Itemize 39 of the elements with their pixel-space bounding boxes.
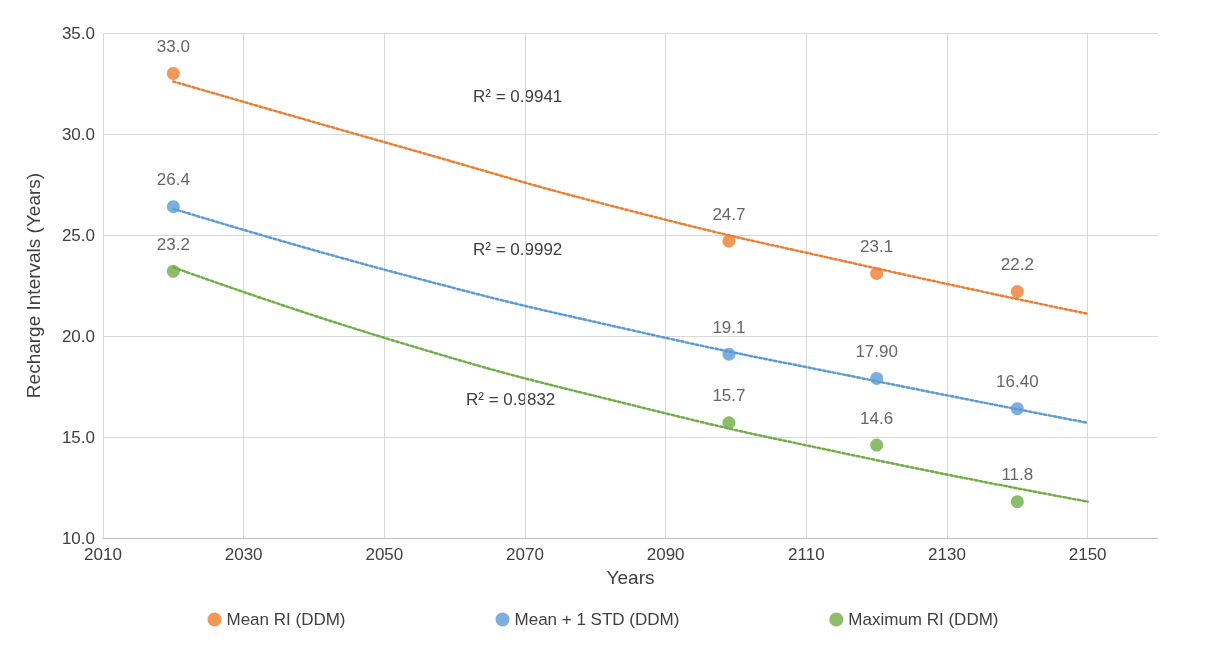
data-label: 16.40 bbox=[996, 372, 1039, 392]
data-label: 17.90 bbox=[855, 341, 898, 361]
annotation: R² = 0.9992 bbox=[473, 240, 563, 259]
legend-label: Mean RI (DDM) bbox=[226, 610, 346, 629]
x-tick-label: 2150 bbox=[1068, 545, 1107, 564]
data-label: 23.2 bbox=[156, 234, 190, 254]
point bbox=[166, 66, 180, 80]
y-tick-label: 20.0 bbox=[61, 326, 95, 346]
legend-label: Maximum RI (DDM) bbox=[848, 610, 999, 629]
data-label: 11.8 bbox=[1001, 465, 1034, 485]
data-label: 22.2 bbox=[1000, 255, 1034, 275]
data-label: 19.1 bbox=[712, 317, 746, 337]
data-label: 26.4 bbox=[156, 170, 190, 190]
data-label: 33.0 bbox=[156, 36, 190, 56]
x-tick-label: 2070 bbox=[506, 545, 544, 564]
point bbox=[166, 200, 180, 214]
annotation: R² = 0.9941 bbox=[473, 87, 563, 106]
x-tick-label: 2010 bbox=[84, 545, 122, 564]
x-tick-label: 2050 bbox=[365, 545, 404, 564]
annotation: R² = 0.9832 bbox=[466, 390, 556, 409]
x-tick-label: 2030 bbox=[224, 545, 263, 564]
x-tick-label: 2110 bbox=[788, 545, 825, 564]
y-tick-label: 25.0 bbox=[61, 225, 95, 245]
y-tick-label: 35.0 bbox=[61, 23, 95, 43]
data-label: 14.6 bbox=[860, 408, 894, 428]
legend-label: Mean + 1 STD (DDM) bbox=[514, 610, 680, 629]
y-axis-title: Recharge Intervals (Years) bbox=[23, 172, 44, 399]
x-tick-label: 2090 bbox=[646, 545, 685, 564]
x-tick-label: 2130 bbox=[928, 545, 966, 564]
data-label: 24.7 bbox=[712, 204, 746, 224]
point bbox=[1010, 495, 1024, 509]
point bbox=[870, 438, 884, 452]
y-tick-label: 10.0 bbox=[61, 528, 95, 548]
point bbox=[1010, 285, 1024, 299]
y-tick-label: 30.0 bbox=[61, 124, 95, 144]
y-tick-label: 15.0 bbox=[61, 427, 95, 447]
x-axis-title: Years bbox=[606, 567, 655, 588]
data-label: 23.1 bbox=[860, 236, 894, 256]
data-label: 15.7 bbox=[712, 386, 746, 406]
